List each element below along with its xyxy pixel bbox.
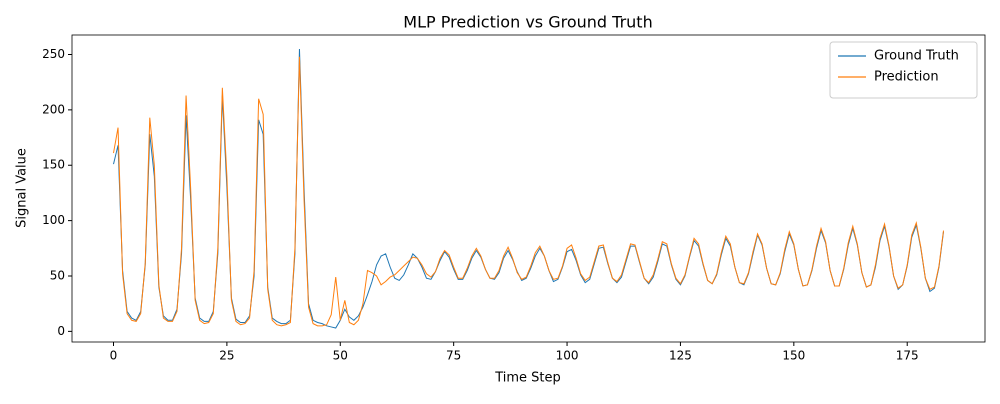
legend-label: Ground Truth — [874, 49, 959, 64]
x-tick-label: 100 — [556, 349, 579, 363]
y-tick-label: 250 — [42, 47, 65, 61]
y-axis-label: Signal Value — [15, 148, 30, 228]
legend-label: Prediction — [874, 70, 939, 85]
y-tick-label: 200 — [42, 102, 65, 116]
x-tick-label: 125 — [669, 349, 692, 363]
y-tick-label: 0 — [57, 324, 65, 338]
x-tick-label: 0 — [110, 349, 118, 363]
x-tick-label: 25 — [219, 349, 234, 363]
x-tick-label: 175 — [896, 349, 919, 363]
x-tick-label: 150 — [782, 349, 805, 363]
plot-frame — [71, 34, 986, 343]
legend-box — [829, 41, 978, 99]
x-axis-label: Time Step — [494, 371, 561, 386]
y-tick-label: 150 — [42, 158, 65, 172]
x-tick-label: 50 — [333, 349, 348, 363]
line-series — [113, 56, 944, 327]
y-tick-label: 100 — [42, 213, 65, 227]
y-tick-label: 50 — [50, 268, 65, 282]
chart-title: MLP Prediction vs Ground Truth — [403, 13, 652, 32]
line-series — [113, 48, 944, 329]
x-tick-label: 75 — [446, 349, 461, 363]
